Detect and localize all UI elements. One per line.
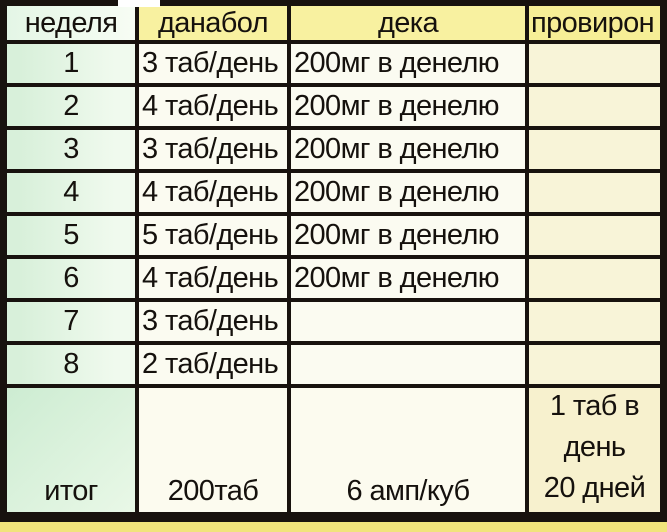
cell-week-6: 6: [7, 259, 135, 298]
cell-total-danabol: 200таб: [139, 388, 287, 512]
cell-proviron-8: [529, 345, 660, 384]
cell-deka-6: 200мг в денелю: [291, 259, 525, 298]
cell-proviron-7: [529, 302, 660, 341]
cell-proviron-2: [529, 87, 660, 126]
cell-week-7: 7: [7, 302, 135, 341]
cell-deka-1: 200мг в денелю: [291, 44, 525, 83]
cell-proviron-3: [529, 130, 660, 169]
cell-week-5: 5: [7, 216, 135, 255]
cell-deka-7: [291, 302, 525, 341]
cell-proviron-4: [529, 173, 660, 212]
cell-total-label: итог: [7, 388, 135, 512]
cell-deka-8: [291, 345, 525, 384]
cell-danabol-1: 3 таб/день: [139, 44, 287, 83]
header-danabol: данабол: [139, 6, 287, 40]
header-deka: дека: [291, 6, 525, 40]
cell-week-2: 2: [7, 87, 135, 126]
cell-deka-5: 200мг в денелю: [291, 216, 525, 255]
cell-danabol-3: 3 таб/день: [139, 130, 287, 169]
header-proviron: провирон: [529, 6, 660, 40]
cell-deka-2: 200мг в денелю: [291, 87, 525, 126]
cell-proviron-5: [529, 216, 660, 255]
cell-danabol-4: 4 таб/день: [139, 173, 287, 212]
top-edge-notch: [118, 0, 160, 7]
cell-total-deka: 6 амп/куб: [291, 388, 525, 512]
cell-danabol-2: 4 таб/день: [139, 87, 287, 126]
cell-proviron-6: [529, 259, 660, 298]
cell-week-1: 1: [7, 44, 135, 83]
cell-week-4: 4: [7, 173, 135, 212]
cell-total-proviron: 1 таб в день 20 дней: [529, 388, 660, 512]
cell-deka-3: 200мг в денелю: [291, 130, 525, 169]
header-week: неделя: [7, 6, 135, 40]
cell-danabol-5: 5 таб/день: [139, 216, 287, 255]
cell-week-8: 8: [7, 345, 135, 384]
cell-week-3: 3: [7, 130, 135, 169]
cell-deka-4: 200мг в денелю: [291, 173, 525, 212]
cell-danabol-8: 2 таб/день: [139, 345, 287, 384]
cell-proviron-1: [529, 44, 660, 83]
cell-danabol-7: 3 таб/день: [139, 302, 287, 341]
cell-danabol-6: 4 таб/день: [139, 259, 287, 298]
